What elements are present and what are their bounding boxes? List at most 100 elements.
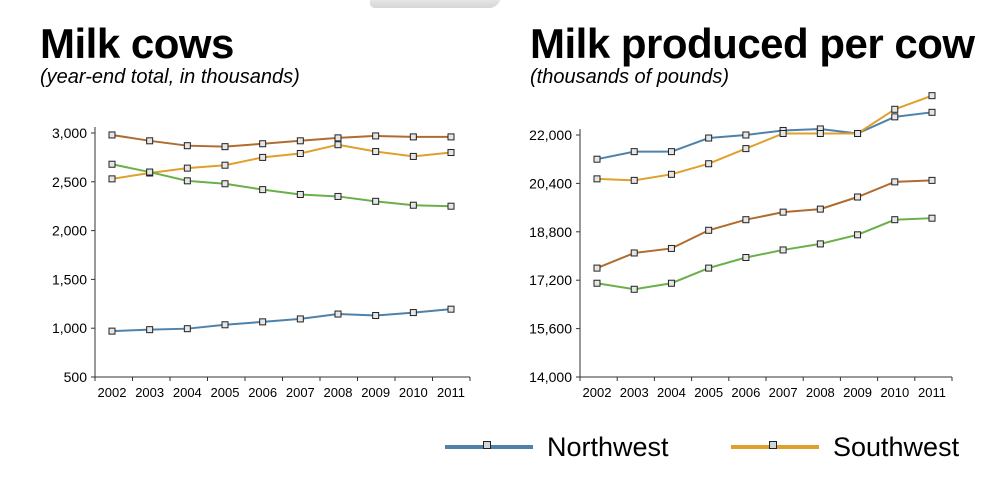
legend-label-southwest: Southwest bbox=[833, 432, 960, 462]
cows-y-tick-label: 2,000 bbox=[52, 223, 87, 239]
cows-data-point-0 bbox=[409, 309, 417, 317]
cows-x-tick-label: 2008 bbox=[324, 385, 353, 400]
cows-data-point-2 bbox=[221, 143, 229, 151]
yield-data-point-2 bbox=[630, 249, 638, 257]
cows-data-point-2 bbox=[447, 133, 455, 141]
cows-data-point-1 bbox=[221, 161, 229, 169]
yield-data-point-2 bbox=[816, 205, 824, 213]
yield-data-point-3 bbox=[593, 279, 601, 287]
yield-series-line-3 bbox=[596, 217, 933, 291]
cows-data-point-3 bbox=[447, 202, 455, 210]
cows-data-point-3 bbox=[183, 177, 191, 185]
yield-y-tick-label: 22,000 bbox=[529, 127, 572, 143]
yield-data-point-0 bbox=[667, 148, 675, 156]
cows-data-point-2 bbox=[334, 134, 342, 142]
cows-series-line-0 bbox=[111, 308, 452, 333]
cows-data-point-1 bbox=[296, 149, 304, 157]
yield-x-tick-label: 2010 bbox=[880, 385, 909, 400]
yield-y-tick-label: 17,200 bbox=[529, 272, 572, 288]
legend-marker-northwest bbox=[483, 441, 491, 449]
yield-data-point-3 bbox=[630, 285, 638, 293]
cows-x-tick-label: 2009 bbox=[361, 385, 390, 400]
cows-x-tick-label: 2006 bbox=[248, 385, 277, 400]
yield-data-point-3 bbox=[891, 216, 899, 224]
yield-data-point-3 bbox=[928, 214, 936, 222]
cows-data-point-0 bbox=[108, 327, 116, 335]
cows-y-tick-label: 1,500 bbox=[52, 271, 87, 287]
yield-x-tick-label: 2006 bbox=[731, 385, 760, 400]
yield-data-point-2 bbox=[891, 178, 899, 186]
yield-x-tick-label: 2003 bbox=[620, 385, 649, 400]
yield-data-point-1 bbox=[779, 129, 787, 137]
cows-data-point-0 bbox=[296, 315, 304, 323]
yield-data-point-2 bbox=[854, 193, 862, 201]
cows-data-point-0 bbox=[259, 318, 267, 326]
yield-data-point-0 bbox=[593, 155, 601, 163]
yield-x-tick-label: 2005 bbox=[694, 385, 723, 400]
yield-data-point-1 bbox=[630, 176, 638, 184]
cows-data-point-2 bbox=[372, 132, 380, 140]
cows-data-point-3 bbox=[146, 168, 154, 176]
cows-data-point-1 bbox=[372, 148, 380, 156]
left-chart-title: Milk cows bbox=[40, 20, 234, 67]
yield-data-point-0 bbox=[705, 134, 713, 142]
yield-series-line-2 bbox=[596, 179, 933, 270]
yield-data-point-1 bbox=[667, 170, 675, 178]
cows-data-point-3 bbox=[409, 201, 417, 209]
cows-data-point-1 bbox=[334, 141, 342, 149]
cows-x-tick-label: 2010 bbox=[399, 385, 428, 400]
yield-series-line-0 bbox=[596, 111, 933, 161]
cows-data-point-1 bbox=[183, 164, 191, 172]
cows-data-point-2 bbox=[108, 131, 116, 139]
yield-data-point-3 bbox=[816, 240, 824, 248]
yield-data-point-3 bbox=[667, 279, 675, 287]
cows-x-tick-label: 2005 bbox=[211, 385, 240, 400]
cows-data-point-2 bbox=[183, 142, 191, 150]
cows-data-point-3 bbox=[259, 186, 267, 194]
yield-y-tick-label: 20,400 bbox=[529, 175, 572, 191]
milk-per-cow-chart: 14,000 15,600 17,200 18,800 20,400 22,000 2002… bbox=[529, 92, 953, 400]
yield-data-point-2 bbox=[779, 208, 787, 216]
yield-data-point-3 bbox=[705, 264, 713, 272]
cows-y-tick-label: 2,500 bbox=[52, 174, 87, 190]
cows-x-tick-label: 2002 bbox=[98, 385, 127, 400]
cows-data-point-0 bbox=[221, 321, 229, 329]
cows-y-tick-label: 3,000 bbox=[52, 125, 87, 141]
cows-y-tick-label: 1,000 bbox=[52, 320, 87, 336]
yield-data-point-2 bbox=[593, 264, 601, 272]
cows-data-point-0 bbox=[334, 310, 342, 318]
cows-data-point-1 bbox=[108, 175, 116, 183]
yield-x-tick-label: 2002 bbox=[583, 385, 612, 400]
cows-data-point-2 bbox=[409, 133, 417, 141]
left-chart-subtitle: (year-end total, in thousands) bbox=[40, 66, 300, 88]
right-chart-subtitle: (thousands of pounds) bbox=[530, 66, 730, 88]
cows-x-tick-label: 2003 bbox=[135, 385, 164, 400]
cows-x-tick-label: 2011 bbox=[437, 385, 465, 400]
cows-data-point-2 bbox=[146, 137, 154, 145]
cows-data-point-1 bbox=[259, 153, 267, 161]
cows-data-point-3 bbox=[296, 190, 304, 198]
cows-data-point-3 bbox=[372, 197, 380, 205]
yield-data-point-0 bbox=[630, 148, 638, 156]
yield-data-point-2 bbox=[742, 216, 750, 224]
yield-data-point-1 bbox=[928, 92, 936, 100]
yield-data-point-3 bbox=[742, 254, 750, 262]
yield-data-point-0 bbox=[742, 131, 750, 139]
cows-data-point-2 bbox=[296, 137, 304, 145]
cows-data-point-3 bbox=[221, 180, 229, 188]
yield-data-point-2 bbox=[667, 244, 675, 252]
yield-y-tick-label: 14,000 bbox=[529, 369, 572, 385]
legend-label-northwest: Northwest bbox=[547, 432, 669, 462]
legend-item-northwest: Northwest bbox=[445, 430, 669, 464]
cows-data-point-0 bbox=[372, 312, 380, 320]
cows-data-point-0 bbox=[447, 305, 455, 313]
cows-data-point-1 bbox=[447, 149, 455, 157]
cows-data-point-3 bbox=[334, 192, 342, 200]
yield-data-point-2 bbox=[705, 226, 713, 234]
yield-data-point-1 bbox=[742, 145, 750, 153]
yield-data-point-1 bbox=[705, 160, 713, 168]
cows-data-point-1 bbox=[409, 152, 417, 160]
yield-y-tick-label: 18,800 bbox=[529, 224, 572, 240]
yield-series-line-1 bbox=[596, 94, 933, 182]
yield-x-tick-label: 2009 bbox=[843, 385, 872, 400]
